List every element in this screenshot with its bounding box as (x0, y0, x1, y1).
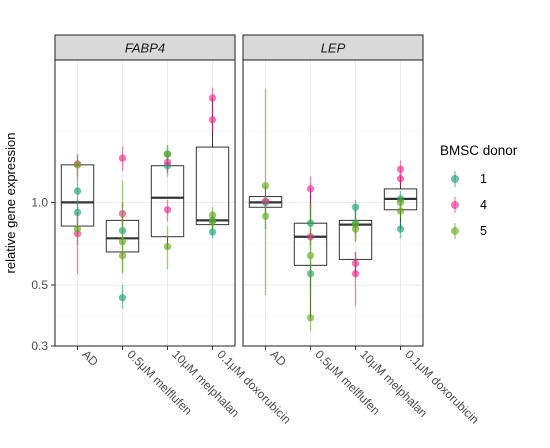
data-point-donor-5 (306, 314, 315, 322)
data-point-donor-1 (73, 187, 82, 195)
data-point-donor-4 (118, 154, 127, 162)
data-point-donor-5 (306, 251, 315, 260)
legend-key-point (451, 227, 459, 235)
facet-strip (242, 34, 424, 61)
data-point-donor-5 (163, 242, 172, 251)
data-point-donor-5 (396, 207, 405, 215)
legend-key-point (451, 201, 459, 209)
y-tick-label: 0.5 (31, 278, 48, 292)
data-point-donor-1 (118, 293, 127, 302)
data-point-donor-5 (261, 182, 270, 190)
legend-label: 1 (480, 172, 487, 186)
x-tick-label: 0.1μM doxorubicin (402, 347, 481, 426)
data-point-donor-5 (118, 251, 127, 260)
legend-label: 5 (480, 224, 487, 238)
x-tick-label: AD (79, 347, 101, 369)
data-point-donor-5 (261, 212, 270, 220)
data-point-donor-4 (306, 185, 315, 193)
data-point-donor-5 (208, 218, 217, 226)
legend: BMSC donor 1 4 5 (440, 143, 518, 239)
facet-strip-title: FABP4 (125, 41, 165, 56)
data-point-donor-1 (396, 225, 405, 233)
data-point-donor-4 (163, 206, 172, 214)
panel-border (242, 59, 424, 347)
legend-title: BMSC donor (440, 143, 518, 158)
data-point-donor-4 (208, 94, 217, 102)
legend-label: 4 (480, 198, 487, 212)
facet-strip-title: LEP (321, 41, 346, 56)
facet-strip (54, 34, 236, 61)
data-point-donor-5 (396, 198, 405, 207)
y-axis-title: relative gene expression (3, 133, 18, 274)
data-point-donor-4 (351, 259, 360, 268)
legend-key-point (451, 175, 459, 183)
data-point-donor-5 (351, 225, 360, 233)
data-point-donor-5 (163, 150, 172, 158)
data-point-donor-1 (208, 228, 217, 236)
data-point-donor-4 (208, 116, 217, 124)
y-tick-label: 1.0 (31, 195, 48, 209)
data-point-donor-5 (73, 225, 82, 233)
panel-border (54, 59, 236, 347)
data-point-donor-4 (396, 165, 405, 173)
data-point-donor-5 (73, 161, 82, 169)
x-tick-label: AD (267, 347, 289, 369)
data-point-donor-1 (351, 203, 360, 211)
data-point-donor-4 (396, 174, 405, 183)
y-tick-label: 0.3 (31, 339, 48, 353)
